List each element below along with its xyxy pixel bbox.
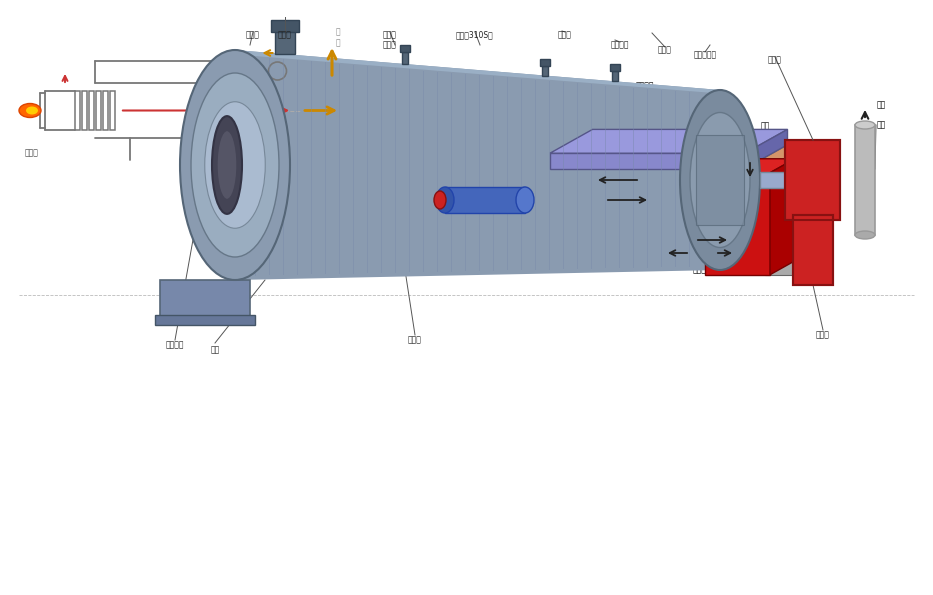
Ellipse shape — [434, 191, 446, 209]
Ellipse shape — [217, 130, 237, 199]
Text: 燃烧机: 燃烧机 — [768, 55, 782, 64]
Text: 尾气出口: 尾气出口 — [166, 340, 184, 349]
Bar — [155, 315, 255, 325]
Bar — [793, 215, 833, 285]
Bar — [402, 52, 408, 64]
Bar — [785, 140, 840, 220]
Bar — [75, 91, 80, 130]
Polygon shape — [765, 194, 793, 275]
Text: 烟囱: 烟囱 — [877, 121, 886, 130]
Text: 调节阀: 调节阀 — [278, 30, 292, 39]
Polygon shape — [550, 145, 787, 168]
Polygon shape — [765, 184, 811, 194]
Bar — [225, 83, 300, 138]
Text: 换热器
各流板: 换热器 各流板 — [383, 30, 397, 49]
Text: 燃烧器: 燃烧器 — [25, 148, 39, 157]
Polygon shape — [550, 168, 745, 245]
Bar — [160, 280, 250, 320]
Text: 热电阻: 热电阻 — [658, 45, 672, 54]
Polygon shape — [770, 159, 795, 275]
Polygon shape — [705, 173, 770, 275]
Bar — [445, 187, 525, 213]
Bar — [271, 20, 299, 32]
Bar — [103, 91, 108, 130]
Polygon shape — [525, 156, 565, 164]
Polygon shape — [788, 190, 831, 198]
Bar — [400, 45, 410, 52]
Ellipse shape — [212, 116, 242, 214]
Text: 波纹管: 波纹管 — [246, 30, 260, 39]
Ellipse shape — [436, 187, 454, 213]
Polygon shape — [745, 145, 787, 245]
Bar — [855, 125, 875, 235]
Ellipse shape — [204, 102, 265, 228]
Bar — [82, 91, 87, 130]
Ellipse shape — [191, 73, 279, 257]
Bar — [89, 91, 94, 130]
Polygon shape — [788, 198, 816, 262]
Text: 排
气: 排 气 — [336, 27, 341, 47]
Polygon shape — [793, 184, 811, 275]
Ellipse shape — [855, 231, 875, 239]
Bar — [760, 172, 790, 188]
Bar — [110, 91, 115, 130]
Polygon shape — [793, 220, 823, 250]
Ellipse shape — [26, 107, 38, 114]
Text: 废气: 废气 — [281, 49, 290, 58]
Polygon shape — [550, 156, 565, 258]
Ellipse shape — [690, 112, 750, 248]
Bar — [785, 140, 840, 220]
Text: 燃烧机法兰: 燃烧机法兰 — [693, 50, 717, 59]
Text: 热交换器: 热交换器 — [252, 146, 273, 155]
Text: 炉膛（310S）: 炉膛（310S） — [456, 30, 494, 39]
Ellipse shape — [855, 121, 875, 129]
Polygon shape — [525, 164, 550, 258]
Bar — [612, 71, 618, 82]
Text: 换热器: 换热器 — [693, 265, 707, 274]
Text: 观察口: 观察口 — [408, 335, 422, 344]
Ellipse shape — [680, 90, 760, 270]
Bar — [542, 65, 548, 76]
Bar — [696, 135, 744, 225]
Ellipse shape — [180, 50, 290, 280]
Polygon shape — [235, 50, 732, 95]
Polygon shape — [235, 50, 760, 280]
Polygon shape — [705, 159, 795, 173]
Polygon shape — [816, 190, 831, 262]
Bar — [275, 29, 295, 54]
Ellipse shape — [19, 104, 41, 117]
Bar — [793, 215, 833, 285]
Text: 排气: 排气 — [877, 101, 886, 109]
Polygon shape — [745, 129, 787, 168]
Text: 进风管: 进风管 — [816, 330, 830, 339]
Bar — [610, 64, 620, 71]
Text: 保温材料: 保温材料 — [635, 81, 654, 90]
Bar — [96, 91, 101, 130]
Text: 废气进口: 废气进口 — [611, 40, 629, 49]
Polygon shape — [550, 153, 745, 168]
Text: 风机: 风机 — [390, 148, 399, 156]
Text: 油嘴: 油嘴 — [210, 345, 219, 354]
Polygon shape — [550, 129, 787, 153]
Text: 燃烧器: 燃烧器 — [456, 146, 470, 155]
Bar — [540, 58, 550, 65]
Text: 热电偶: 热电偶 — [558, 30, 572, 39]
Ellipse shape — [516, 187, 534, 213]
Text: 废气: 废气 — [760, 121, 770, 130]
